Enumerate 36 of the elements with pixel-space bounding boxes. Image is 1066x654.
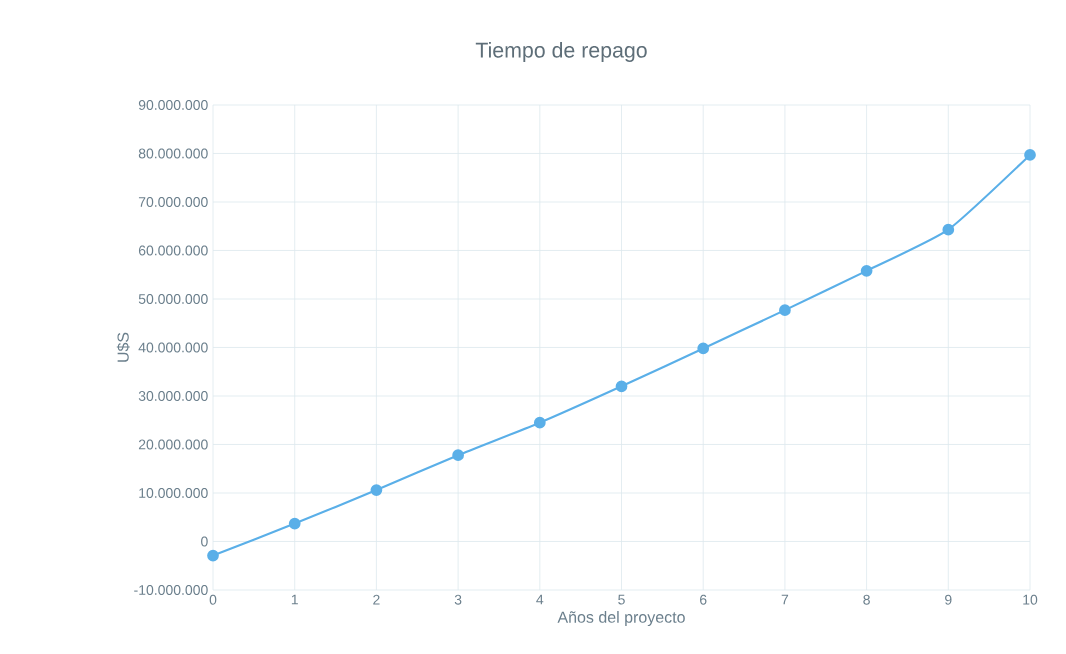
point: [452, 449, 464, 462]
point: [1024, 149, 1036, 161]
x-tick-label: 5: [618, 594, 625, 605]
x-tick-label: 0: [209, 594, 217, 605]
y-tick-label: 90.000.000: [138, 100, 208, 110]
point: [533, 416, 546, 429]
x-tick-label: 1: [291, 594, 298, 605]
y-tick-label: 50.000.000: [138, 294, 208, 304]
x-tick-label: 4: [536, 594, 544, 605]
x-tick-label: 3: [454, 594, 462, 605]
x-axis-title: Años del proyecto: [557, 611, 685, 627]
chart-title: Tiempo de repago: [475, 42, 647, 62]
point: [942, 223, 955, 236]
point: [207, 549, 219, 562]
point: [860, 265, 873, 277]
y-tick-label: -10.000.000: [134, 585, 208, 595]
x-tick-label: 6: [700, 594, 707, 605]
x-tick-label: 2: [373, 594, 380, 605]
y-tick-label: 0: [201, 536, 208, 547]
y-tick-label: 20.000.000: [138, 439, 208, 450]
x-tick-label: 9: [945, 594, 952, 605]
y-tick-label: 30.000.000: [138, 391, 208, 401]
y-tick-label: 80.000.000: [138, 148, 208, 159]
point: [779, 304, 791, 317]
x-tick-label: 7: [781, 594, 789, 605]
y-tick-label: 60.000.000: [138, 245, 208, 256]
point: [697, 342, 710, 355]
y-tick-label: 70.000.000: [138, 197, 208, 207]
y-axis-title: U$S: [116, 332, 130, 362]
point: [288, 517, 301, 530]
x-tick-label: 10: [1023, 594, 1038, 605]
y-tick-label: 10.000.000: [139, 488, 208, 498]
y-tick-label: 40.000.000: [138, 342, 208, 353]
point: [370, 484, 383, 496]
point: [615, 380, 628, 393]
x-tick-label: 8: [863, 594, 870, 605]
